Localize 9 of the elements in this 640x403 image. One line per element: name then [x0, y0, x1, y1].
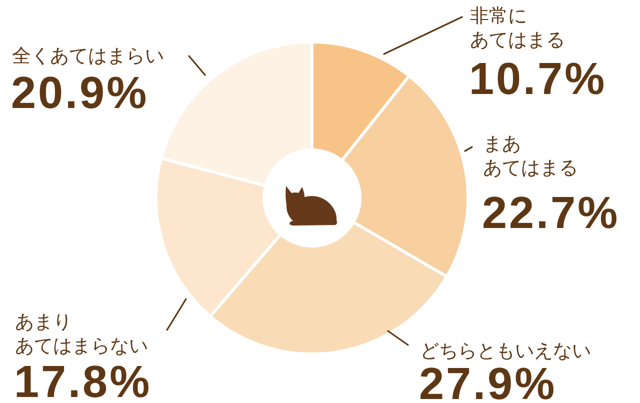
slice-label: あまりあてはまらない	[15, 311, 148, 357]
data-label: 20.9%	[11, 67, 149, 118]
slice-label: 非常にあてはまる	[470, 5, 565, 51]
slice-label: 全くあてはまらい	[12, 45, 164, 67]
slice-label: どちらともいえない	[420, 340, 591, 362]
slice-label: まああてはまる	[483, 133, 578, 179]
data-label: 10.7%	[469, 53, 607, 104]
data-label: 17.8%	[14, 356, 152, 403]
data-label: 22.7%	[482, 187, 620, 238]
